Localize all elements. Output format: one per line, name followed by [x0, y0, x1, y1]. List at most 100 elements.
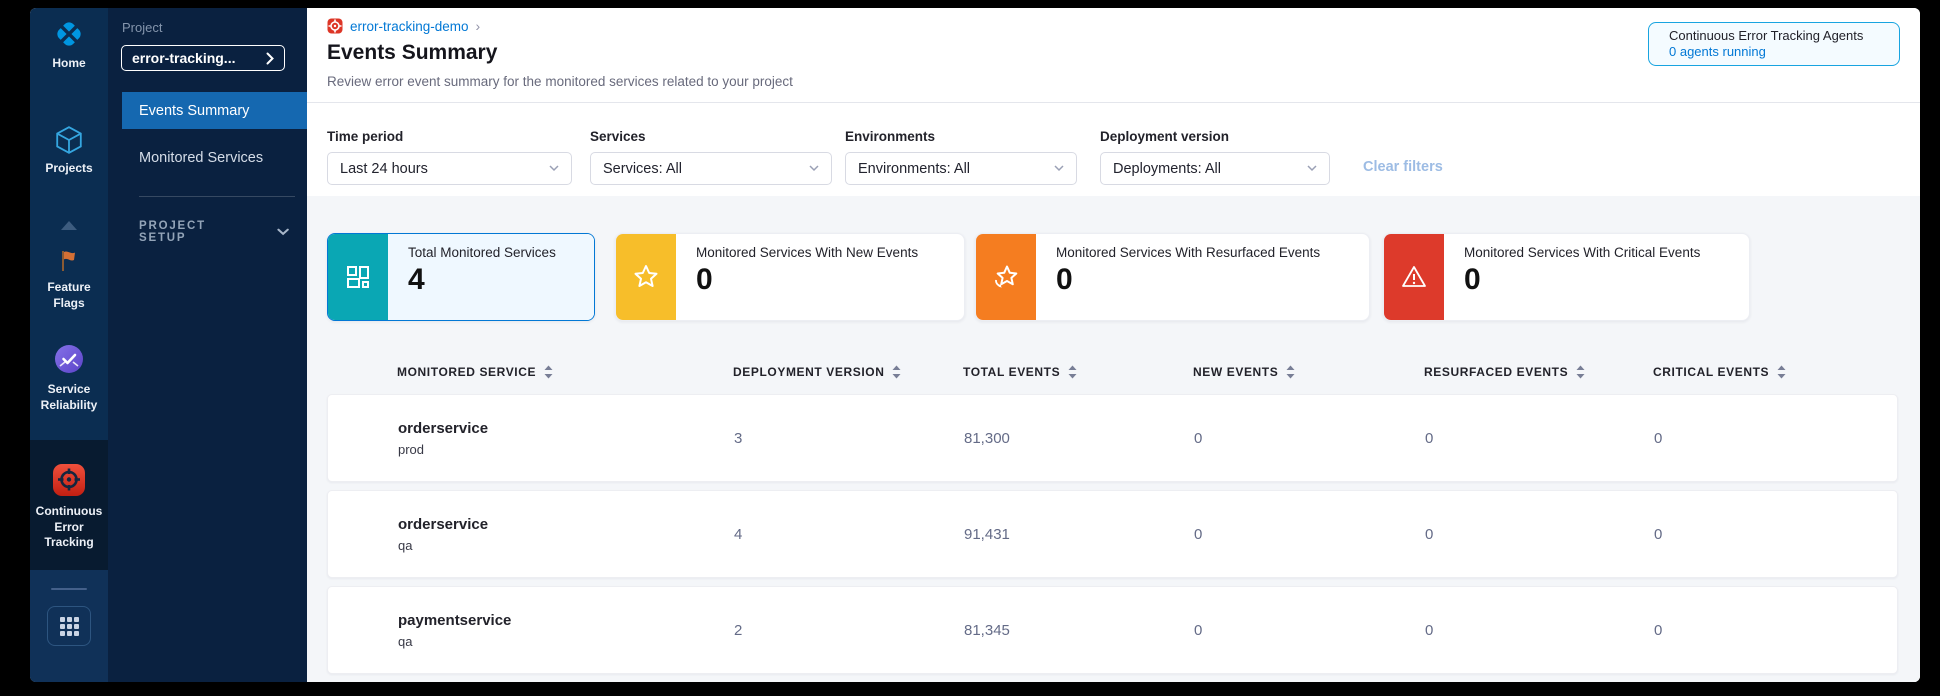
rail-bottom-section	[30, 570, 108, 682]
project-setup-toggle[interactable]: PROJECT SETUP	[139, 220, 289, 244]
project-label: Project	[122, 20, 163, 35]
critical-events-value: 0	[1654, 429, 1663, 447]
flag-icon	[62, 251, 75, 271]
card-new-events[interactable]: Monitored Services With New Events 0	[615, 233, 965, 321]
card-value: 0	[1464, 263, 1481, 296]
card-total-monitored-services[interactable]: Total Monitored Services 4	[327, 233, 595, 321]
project-name: error-tracking...	[132, 50, 236, 66]
column-label: MONITORED SERVICE	[397, 365, 537, 379]
chevron-right-icon: ›	[475, 18, 481, 34]
sidebar-item-continuous-error-tracking[interactable]: Continuous Error Tracking	[30, 462, 108, 551]
environments-select[interactable]: Environments: All	[845, 152, 1077, 185]
column-label: RESURFACED EVENTS	[1424, 365, 1569, 379]
table-row[interactable]: orderservice prod 3 81,300 0 0 0	[327, 394, 1898, 482]
deployments-value: Deployments: All	[1113, 160, 1221, 177]
column-label: CRITICAL EVENTS	[1653, 365, 1770, 379]
column-header-resurfaced-events[interactable]: RESURFACED EVENTS	[1424, 365, 1653, 379]
time-period-label: Time period	[327, 129, 404, 144]
sort-icon[interactable]	[1777, 365, 1786, 379]
header-divider	[307, 102, 1920, 103]
service-reliability-icon	[55, 345, 83, 373]
services-select[interactable]: Services: All	[590, 152, 832, 185]
module-rail: Home Projects Feature Flags Service Reli…	[30, 8, 108, 682]
warning-triangle-icon	[1402, 266, 1426, 287]
column-header-critical-events[interactable]: CRITICAL EVENTS	[1653, 365, 1898, 379]
critical-events-value: 0	[1654, 525, 1663, 543]
project-panel: Project error-tracking... Events Summary…	[108, 8, 307, 682]
clear-filters-button[interactable]: Clear filters	[1363, 159, 1443, 175]
chevron-down-icon	[1307, 165, 1317, 172]
sort-icon[interactable]	[1068, 365, 1077, 379]
sidebar-item-label: Home	[52, 56, 86, 70]
agents-box-title: Continuous Error Tracking Agents	[1669, 28, 1864, 43]
breadcrumb-project-link[interactable]: error-tracking-demo	[350, 18, 469, 34]
cet-module-icon	[327, 18, 343, 34]
sort-icon[interactable]	[1286, 365, 1295, 379]
sidebar-item-projects[interactable]: Projects	[30, 125, 108, 177]
grid-icon	[347, 266, 369, 288]
deployment-version-value: 3	[734, 429, 743, 447]
main-content: error-tracking-demo › Events Summary Rev…	[307, 8, 1920, 682]
project-selector[interactable]: error-tracking...	[121, 45, 285, 71]
new-events-value: 0	[1194, 621, 1203, 639]
page-subtitle: Review error event summary for the monit…	[327, 74, 793, 89]
column-header-deployment-version[interactable]: DEPLOYMENT VERSION	[733, 365, 963, 379]
sort-icon[interactable]	[1576, 365, 1585, 379]
service-name: paymentservice	[398, 611, 512, 629]
selected-module-highlight	[30, 440, 108, 570]
chevron-down-icon	[549, 165, 559, 172]
scroll-up-icon[interactable]	[61, 221, 77, 230]
time-period-select[interactable]: Last 24 hours	[327, 152, 572, 185]
card-value: 0	[1056, 263, 1073, 296]
agents-status-box[interactable]: Continuous Error Tracking Agents 0 agent…	[1648, 22, 1900, 66]
table-row[interactable]: orderservice qa 4 91,431 0 0 0	[327, 490, 1898, 578]
total-events-value: 91,431	[964, 525, 1010, 543]
chevron-down-icon	[809, 165, 819, 172]
critical-events-value: 0	[1654, 621, 1663, 639]
column-label: NEW EVENTS	[1193, 365, 1279, 379]
time-period-value: Last 24 hours	[340, 160, 428, 177]
service-environment: qa	[398, 633, 413, 649]
page-title: Events Summary	[327, 41, 498, 64]
chevron-down-icon	[1054, 165, 1064, 172]
column-header-monitored-service[interactable]: MONITORED SERVICE	[327, 365, 733, 379]
sidebar-item-events-summary[interactable]: Events Summary	[122, 92, 307, 129]
card-value: 0	[696, 263, 713, 296]
service-name: orderservice	[398, 419, 489, 437]
sidebar-item-feature-flags[interactable]: Feature Flags	[30, 248, 108, 311]
chevron-right-icon	[266, 52, 274, 64]
column-header-total-events[interactable]: TOTAL EVENTS	[963, 365, 1193, 379]
sort-icon[interactable]	[892, 365, 901, 379]
module-grid-button[interactable]	[47, 606, 91, 646]
table-row[interactable]: paymentservice qa 2 81,345 0 0 0	[327, 586, 1898, 674]
project-setup-label: PROJECT SETUP	[139, 220, 206, 244]
card-critical-events[interactable]: Monitored Services With Critical Events …	[1383, 233, 1750, 321]
sidebar-item-home[interactable]: Home	[30, 18, 108, 72]
card-resurfaced-events[interactable]: Monitored Services With Resurfaced Event…	[975, 233, 1370, 321]
cube-icon	[56, 126, 82, 154]
services-value: Services: All	[603, 160, 682, 177]
new-events-value: 0	[1194, 525, 1203, 543]
service-name: orderservice	[398, 515, 489, 533]
resurfaced-events-value: 0	[1425, 429, 1434, 447]
sidebar-item-service-reliability[interactable]: Service Reliability	[30, 342, 108, 413]
sidebar-item-label: Feature Flags	[47, 280, 91, 310]
environments-value: Environments: All	[858, 160, 971, 177]
sort-icon[interactable]	[544, 365, 553, 379]
card-value: 4	[408, 263, 425, 296]
apps-grid-icon	[59, 616, 79, 636]
sidebar-item-label: Service Reliability	[40, 382, 98, 412]
sidebar-item-monitored-services[interactable]: Monitored Services	[139, 150, 264, 166]
deployments-select[interactable]: Deployments: All	[1100, 152, 1330, 185]
resurfaced-events-value: 0	[1425, 525, 1434, 543]
sidebar-item-label: Continuous Error Tracking	[35, 504, 103, 550]
rail-divider	[51, 588, 87, 590]
app-window: error-tracking-demo › Events Summary Rev…	[30, 8, 1920, 682]
star-icon	[634, 265, 658, 287]
card-label: Monitored Services With Critical Events	[1464, 245, 1701, 260]
agents-running-link[interactable]: 0 agents running	[1669, 44, 1766, 59]
column-header-new-events[interactable]: NEW EVENTS	[1193, 365, 1424, 379]
table-header: MONITORED SERVICE DEPLOYMENT VERSION TOT…	[327, 352, 1898, 392]
resurfaced-events-value: 0	[1425, 621, 1434, 639]
deployment-version-value: 4	[734, 525, 743, 543]
